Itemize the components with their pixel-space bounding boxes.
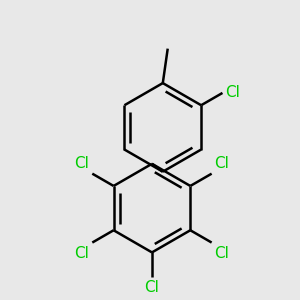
- Text: Cl: Cl: [74, 245, 89, 260]
- Text: Cl: Cl: [225, 85, 240, 100]
- Text: Cl: Cl: [145, 280, 159, 295]
- Text: Cl: Cl: [214, 156, 230, 171]
- Text: Cl: Cl: [74, 156, 89, 171]
- Text: Cl: Cl: [214, 245, 230, 260]
